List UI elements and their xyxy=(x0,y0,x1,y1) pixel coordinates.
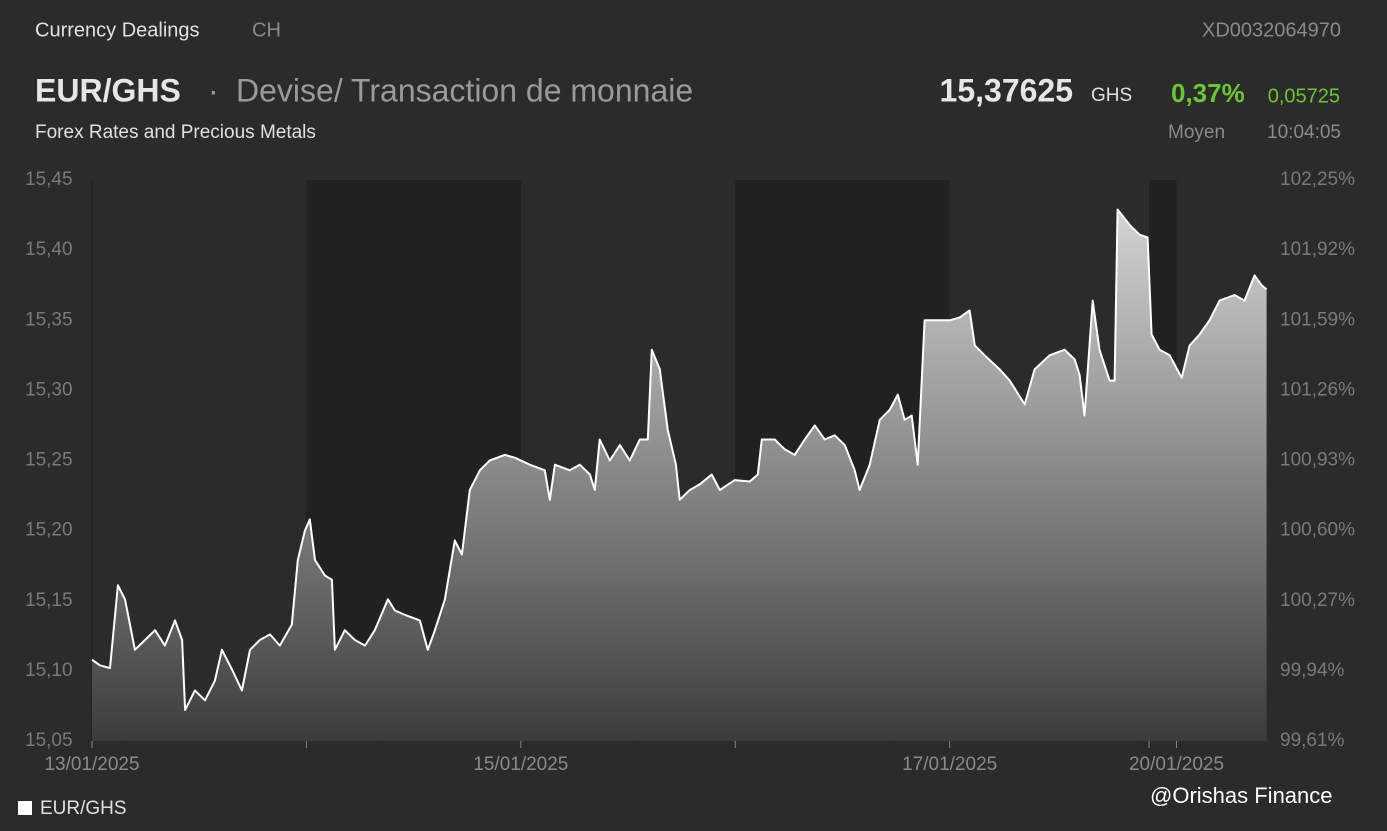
y-tick-label: 15,45 xyxy=(25,169,73,190)
country: CH xyxy=(252,19,281,41)
y2-tick-label: 101,59% xyxy=(1280,309,1355,330)
price: 15,37625 xyxy=(940,72,1073,108)
x-tick-label: 15/01/2025 xyxy=(473,754,568,775)
description: Devise/ Transaction de monnaie xyxy=(236,72,693,108)
time: 10:04:05 xyxy=(1267,122,1341,143)
change: 0,05725 xyxy=(1268,85,1340,107)
y-tick-label: 15,30 xyxy=(25,379,73,400)
x-tick-label: 13/01/2025 xyxy=(44,754,139,775)
y2-tick-label: 102,25% xyxy=(1280,169,1355,190)
y2-tick-label: 99,61% xyxy=(1280,730,1345,751)
price-type: Moyen xyxy=(1168,122,1225,143)
market: Forex Rates and Precious Metals xyxy=(35,122,316,143)
line xyxy=(91,208,1268,712)
legend-swatch xyxy=(18,801,32,815)
x-tick-label: 17/01/2025 xyxy=(902,754,997,775)
currency: GHS xyxy=(1091,85,1132,106)
y-tick-label: 15,35 xyxy=(25,309,73,330)
y-tick-label: 15,10 xyxy=(25,660,73,681)
y-tick-label: 15,20 xyxy=(25,520,73,541)
y-tick-label: 15,25 xyxy=(25,450,73,471)
y2-tick-label: 101,92% xyxy=(1280,239,1355,260)
x-tick-label: 20/01/2025 xyxy=(1129,754,1224,775)
y-tick-label: 15,15 xyxy=(25,590,73,611)
area xyxy=(92,209,1267,741)
watermark: @Orishas Finance xyxy=(1150,783,1333,808)
y2-tick-label: 100,27% xyxy=(1280,590,1355,611)
symbol: EUR/GHS xyxy=(35,72,181,108)
isin: XD0032064970 xyxy=(1202,19,1341,41)
legend-label: EUR/GHS xyxy=(40,798,127,819)
y-tick-label: 15,05 xyxy=(25,730,73,751)
separator: · xyxy=(208,72,219,108)
y2-tick-label: 100,93% xyxy=(1280,450,1355,471)
y-tick-label: 15,40 xyxy=(25,239,73,260)
change-percent: 0,37% xyxy=(1171,78,1245,108)
y2-tick-label: 101,26% xyxy=(1280,379,1355,400)
y2-tick-label: 99,94% xyxy=(1280,660,1345,681)
section: Currency Dealings xyxy=(35,19,200,41)
y2-tick-label: 100,60% xyxy=(1280,520,1355,541)
